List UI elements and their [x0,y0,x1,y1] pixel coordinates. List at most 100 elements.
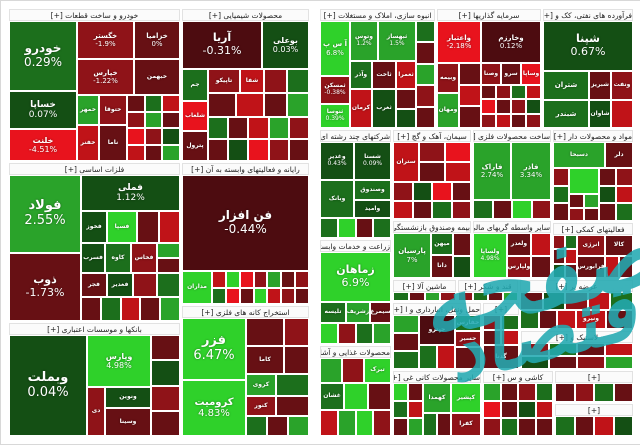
stock-tile[interactable]: ثنوسا 0.39% [320,104,350,128]
stock-tile[interactable] [396,89,416,109]
sector-header[interactable]: حمل ونقل، انبارداری و ا [+] [393,303,481,315]
stock-tile[interactable] [253,287,268,304]
stock-tile[interactable] [458,292,473,301]
stock-tile[interactable]: ثعمرا [396,61,416,89]
stock-tile[interactable] [432,200,452,219]
stock-tile[interactable]: وصندوق [354,180,391,200]
stock-tile[interactable] [445,142,471,162]
stock-tile[interactable]: کرمان [350,89,372,128]
stock-tile[interactable] [267,271,282,288]
stock-tile[interactable] [281,271,296,288]
stock-tile[interactable] [459,106,481,128]
stock-tile[interactable] [501,330,519,345]
stock-tile[interactable] [393,383,408,401]
sector-header[interactable]: محصولات غذایی و آشا [+] [320,346,391,358]
stock-tile[interactable]: ذوب -1.73% [9,253,81,321]
stock-tile[interactable]: خفنر [77,125,99,161]
stock-tile[interactable] [162,144,180,161]
stock-tile[interactable]: تلیسه [320,302,346,323]
stock-tile[interactable] [565,235,577,250]
stock-tile[interactable] [518,418,536,436]
stock-tile[interactable] [320,358,342,383]
stock-tile[interactable] [481,113,496,128]
stock-tile[interactable] [151,410,180,436]
stock-tile[interactable]: ناما [99,125,127,161]
stock-tile[interactable]: فن افزار -0.44% [182,175,309,271]
stock-tile[interactable]: فولاد 2.55% [9,175,81,253]
stock-tile[interactable]: زماهان 6.9% [320,252,391,302]
sector-header[interactable]: عرضه بر [+] [520,280,633,292]
stock-tile[interactable] [412,182,432,201]
stock-tile[interactable] [492,200,512,219]
stock-tile[interactable] [605,256,619,278]
stock-tile[interactable]: وساپا [521,63,541,85]
stock-tile[interactable] [542,292,566,310]
stock-tile[interactable] [616,203,633,221]
stock-tile[interactable] [127,95,145,112]
stock-tile[interactable] [549,356,577,369]
stock-tile[interactable]: فسرب [81,243,105,273]
stock-tile[interactable]: دانا [431,255,453,278]
stock-tile[interactable]: سیمرغ [370,302,391,323]
stock-tile[interactable]: زشریف [346,302,370,323]
stock-tile[interactable] [535,418,553,436]
sector-header[interactable]: محصولات شیمیایی [+] [182,9,309,21]
stock-tile[interactable]: فخاس [131,243,157,273]
stock-tile[interactable] [236,93,264,117]
stock-tile[interactable]: انرژی [577,235,605,256]
stock-tile[interactable] [393,292,409,301]
stock-tile[interactable] [264,69,287,93]
stock-tile[interactable] [606,310,633,329]
stock-tile[interactable]: کاما [246,346,284,374]
sector-header[interactable]: ساخت محصولات فلزی [+] [473,130,551,142]
stock-tile[interactable] [253,271,268,288]
stock-tile[interactable] [538,310,558,329]
stock-tile[interactable] [151,385,180,411]
stock-tile[interactable] [569,194,584,208]
stock-tile[interactable]: کهمدا [423,383,451,413]
stock-tile[interactable]: ولساپا 4.98% [473,233,507,278]
stock-tile[interactable] [511,113,526,128]
stock-tile[interactable] [248,139,269,161]
stock-tile[interactable] [246,416,267,436]
stock-tile[interactable]: سرو [501,63,521,85]
stock-tile[interactable] [295,271,309,288]
stock-tile[interactable]: خساپا 0.07% [9,91,77,129]
stock-tile[interactable] [526,113,541,128]
stock-tile[interactable] [393,418,408,436]
stock-tile[interactable] [127,128,145,145]
stock-tile[interactable] [419,345,437,369]
stock-tile[interactable] [531,255,551,278]
stock-tile[interactable] [157,243,180,258]
stock-tile[interactable] [616,185,633,204]
stock-tile[interactable] [459,84,481,107]
stock-tile[interactable]: کفرا [451,413,481,436]
stock-tile[interactable] [286,69,309,93]
sector-header[interactable]: استخراج کانه های فلزی [+] [182,306,309,318]
stock-tile[interactable]: ونوین [105,387,151,408]
stock-tile[interactable] [267,287,282,304]
stock-tile[interactable] [281,287,296,304]
stock-tile[interactable] [483,418,501,436]
stock-tile[interactable] [355,410,374,436]
stock-tile[interactable]: فاذر 3.34% [511,142,551,200]
stock-tile[interactable]: شتران [543,71,589,100]
stock-tile[interactable]: کنور [246,396,276,416]
stock-tile[interactable] [320,218,338,238]
stock-tile[interactable]: حپترو [419,315,455,345]
stock-tile[interactable] [373,218,391,238]
stock-tile[interactable]: شاوان [589,100,611,128]
stock-tile[interactable] [610,292,633,310]
stock-tile[interactable] [453,255,471,278]
stock-tile[interactable]: فخوز [81,211,107,243]
stock-tile[interactable] [531,200,551,219]
stock-tile[interactable]: کپشیر [451,383,481,413]
stock-tile[interactable]: ونفت [611,71,633,100]
stock-tile[interactable] [419,142,445,162]
stock-tile[interactable] [137,211,159,243]
stock-tile[interactable] [451,200,471,219]
stock-tile[interactable]: تبرک [364,358,391,383]
stock-tile[interactable] [393,333,419,351]
stock-tile[interactable] [208,117,229,139]
stock-tile[interactable]: غشان [320,383,344,410]
